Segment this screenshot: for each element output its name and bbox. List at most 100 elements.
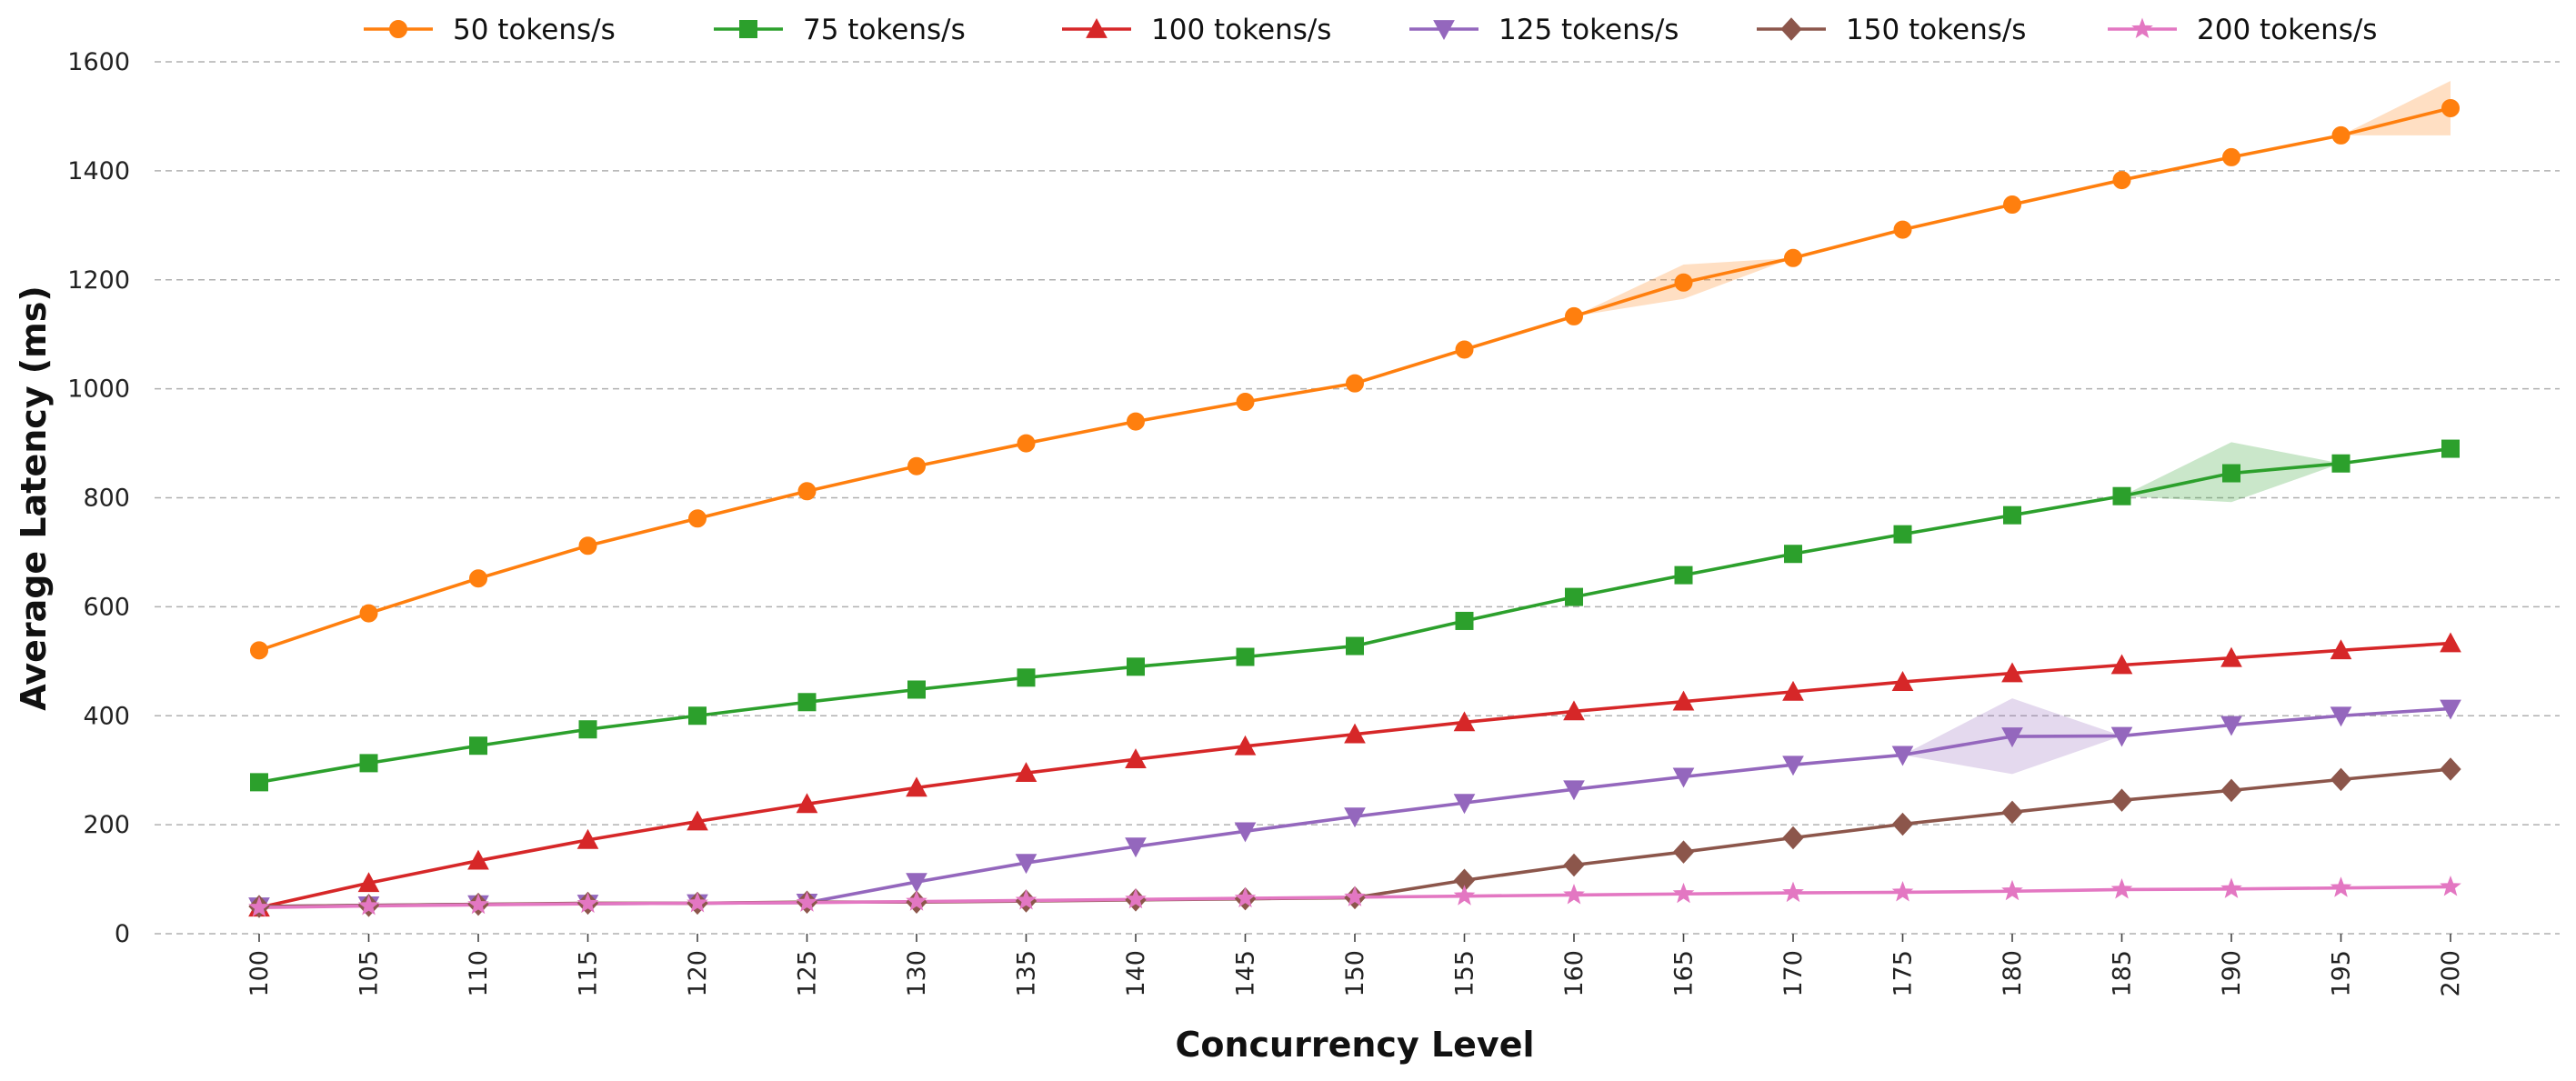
point-200-115 xyxy=(576,892,599,914)
point-125-130 xyxy=(906,873,927,894)
point-50-135 xyxy=(1017,434,1036,453)
point-100-130 xyxy=(906,776,927,797)
point-125-165 xyxy=(1672,767,1695,788)
legend: 50 tokens/s 75 tokens/s 100 tokens/s 125 to… xyxy=(364,14,2377,46)
legend-item-125: 125 tokens/s xyxy=(1409,14,1679,46)
legend-item-100: 100 tokens/s xyxy=(1062,14,1331,46)
point-125-175 xyxy=(1891,746,1914,766)
point-75-135 xyxy=(1017,668,1036,687)
x-tick-label: 115 xyxy=(575,950,603,997)
x-tick-label: 125 xyxy=(794,950,822,997)
point-150-170 xyxy=(1782,826,1804,850)
x-tick-label: 155 xyxy=(1451,950,1479,997)
point-75-185 xyxy=(2112,486,2131,505)
point-50-180 xyxy=(2003,195,2021,215)
x-tick-label: 120 xyxy=(684,950,712,997)
point-100-170 xyxy=(1782,680,1804,701)
point-200-100 xyxy=(248,896,270,917)
point-75-115 xyxy=(578,720,597,739)
point-50-155 xyxy=(1455,340,1474,359)
x-tick-label: 190 xyxy=(2218,950,2246,997)
legend-label: 50 tokens/s xyxy=(453,14,616,46)
point-75-145 xyxy=(1236,647,1255,666)
point-150-165 xyxy=(1672,840,1695,864)
y-tick-label: 400 xyxy=(83,702,130,730)
point-200-110 xyxy=(467,893,489,915)
point-200-105 xyxy=(357,894,380,916)
x-axis-label: Concurrency Level xyxy=(1175,1025,1534,1065)
point-75-110 xyxy=(469,736,487,756)
x-tick-label: 100 xyxy=(246,950,274,997)
legend-item-50: 50 tokens/s xyxy=(364,14,616,46)
point-100-140 xyxy=(1125,748,1147,769)
point-75-200 xyxy=(2441,439,2460,458)
point-50-165 xyxy=(1674,273,1693,292)
point-200-120 xyxy=(687,891,708,913)
point-75-125 xyxy=(797,693,817,712)
x-tick-label: 175 xyxy=(1889,950,1918,997)
series-line-100 xyxy=(258,641,2451,909)
x-tick-label: 150 xyxy=(1341,950,1369,997)
point-200-185 xyxy=(2110,878,2133,899)
band-50-200 xyxy=(2340,80,2451,135)
point-50-105 xyxy=(359,604,378,623)
legend-marker xyxy=(1433,20,1455,41)
point-75-100 xyxy=(250,773,268,792)
point-150-180 xyxy=(2001,800,2023,825)
x-tick-label: 195 xyxy=(2328,950,2356,997)
series-lines xyxy=(258,106,2451,910)
point-100-145 xyxy=(1234,735,1257,756)
legend-item-150: 150 tokens/s xyxy=(1757,14,2026,46)
point-125-200 xyxy=(2440,699,2461,720)
point-150-200 xyxy=(2440,757,2461,781)
point-100-165 xyxy=(1672,690,1695,711)
point-200-195 xyxy=(2330,876,2352,897)
point-100-200 xyxy=(2440,632,2461,653)
point-75-190 xyxy=(2222,464,2240,483)
point-50-195 xyxy=(2331,125,2350,145)
x-tick-label: 160 xyxy=(1560,950,1589,997)
point-75-195 xyxy=(2331,454,2350,473)
point-100-135 xyxy=(1015,762,1037,783)
point-125-155 xyxy=(1453,794,1476,815)
point-100-160 xyxy=(1563,700,1585,721)
point-150-160 xyxy=(1563,853,1585,877)
x-tick-label: 170 xyxy=(1779,950,1808,997)
point-50-130 xyxy=(907,456,926,475)
point-200-145 xyxy=(1234,886,1257,908)
x-tick-label: 110 xyxy=(465,950,493,997)
point-50-145 xyxy=(1236,393,1255,412)
point-125-160 xyxy=(1563,780,1585,801)
x-tick-label: 130 xyxy=(903,950,931,997)
point-125-190 xyxy=(2220,716,2242,736)
x-tick-label: 200 xyxy=(2437,950,2465,997)
y-tick-label: 1600 xyxy=(67,48,130,76)
point-100-125 xyxy=(796,793,818,814)
legend-marker xyxy=(1086,17,1108,38)
legend-marker xyxy=(2131,17,2153,39)
legend-label: 100 tokens/s xyxy=(1151,14,1331,46)
point-50-115 xyxy=(578,536,597,556)
point-200-200 xyxy=(2440,876,2461,896)
point-100-175 xyxy=(1891,671,1914,691)
point-200-160 xyxy=(1563,884,1585,905)
point-200-125 xyxy=(796,891,818,912)
point-200-165 xyxy=(1672,882,1695,904)
legend-label: 200 tokens/s xyxy=(2197,14,2377,46)
point-75-120 xyxy=(688,706,707,726)
legend-marker xyxy=(1780,17,1802,41)
point-75-170 xyxy=(1784,545,1802,564)
point-200-180 xyxy=(2001,879,2023,901)
point-125-140 xyxy=(1125,837,1147,858)
point-100-110 xyxy=(467,849,489,870)
y-tick-label: 200 xyxy=(83,811,130,839)
point-50-110 xyxy=(469,569,487,588)
point-50-160 xyxy=(1565,306,1583,325)
point-100-150 xyxy=(1344,723,1366,744)
point-75-175 xyxy=(1893,525,1912,544)
x-tick-label: 180 xyxy=(1999,950,2027,997)
point-125-180 xyxy=(2001,727,2023,748)
legend-label: 75 tokens/s xyxy=(803,14,966,46)
legend-marker xyxy=(389,20,407,38)
